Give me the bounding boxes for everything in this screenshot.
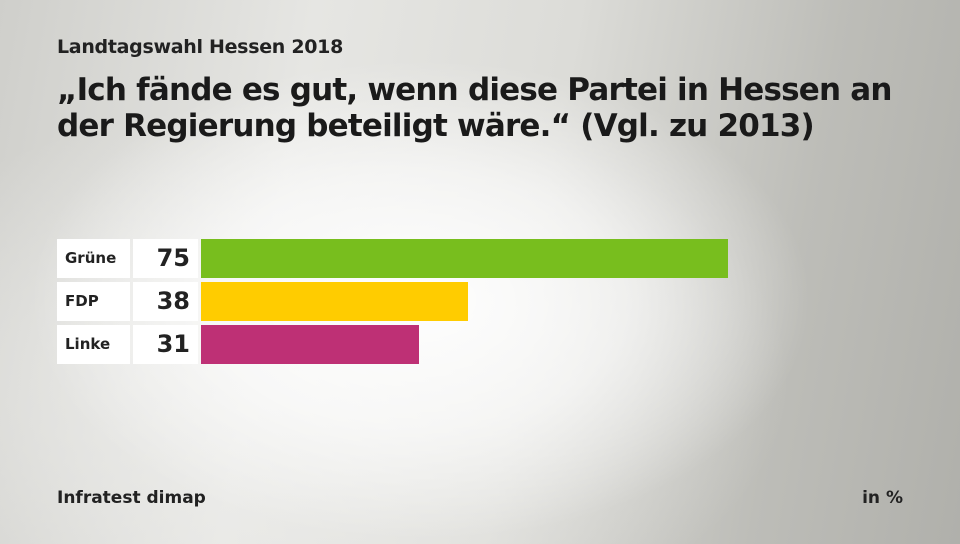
- chart-title: „Ich fände es gut, wenn diese Partei in …: [57, 72, 892, 144]
- bar-row: FDP 38: [57, 282, 917, 321]
- category-label: Grüne: [57, 239, 130, 278]
- bar-row: Linke 31: [57, 325, 917, 364]
- value-label: 38: [133, 282, 198, 321]
- chart-subtitle: Landtagswahl Hessen 2018: [57, 36, 344, 58]
- category-label: FDP: [57, 282, 130, 321]
- category-label: Linke: [57, 325, 130, 364]
- source-label: Infratest dimap: [57, 488, 206, 508]
- bar-chart: Grüne 75 FDP 38 Linke 31: [57, 239, 917, 368]
- value-label: 31: [133, 325, 198, 364]
- bar: [201, 282, 468, 321]
- unit-label: in %: [862, 488, 903, 508]
- bar: [201, 325, 419, 364]
- value-label: 75: [133, 239, 198, 278]
- bar: [201, 239, 728, 278]
- bar-row: Grüne 75: [57, 239, 917, 278]
